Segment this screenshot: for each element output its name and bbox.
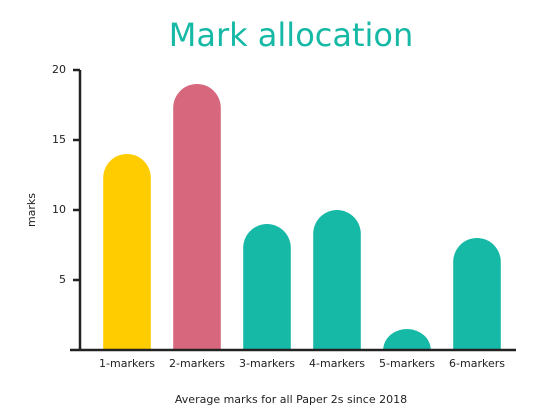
bar — [243, 224, 291, 350]
bar — [453, 238, 501, 350]
y-tick-label: 15 — [52, 133, 66, 146]
x-tick-label: 4-markers — [309, 357, 365, 370]
x-tick-label: 5-markers — [379, 357, 435, 370]
bar — [383, 329, 431, 350]
y-tick-label: 20 — [52, 63, 66, 76]
y-tick-label: 5 — [59, 273, 66, 286]
x-tick-label: 1-markers — [99, 357, 155, 370]
x-axis-label: Average marks for all Paper 2s since 201… — [175, 393, 407, 406]
y-axis-label: marks — [25, 193, 38, 227]
chart-title: Mark allocation — [169, 16, 414, 54]
x-tick-label: 2-markers — [169, 357, 225, 370]
bar — [173, 84, 221, 351]
x-tick-label: 6-markers — [449, 357, 505, 370]
y-tick-label: 10 — [52, 203, 66, 216]
bar — [313, 210, 361, 350]
bar — [103, 154, 151, 350]
x-tick-label: 3-markers — [239, 357, 295, 370]
